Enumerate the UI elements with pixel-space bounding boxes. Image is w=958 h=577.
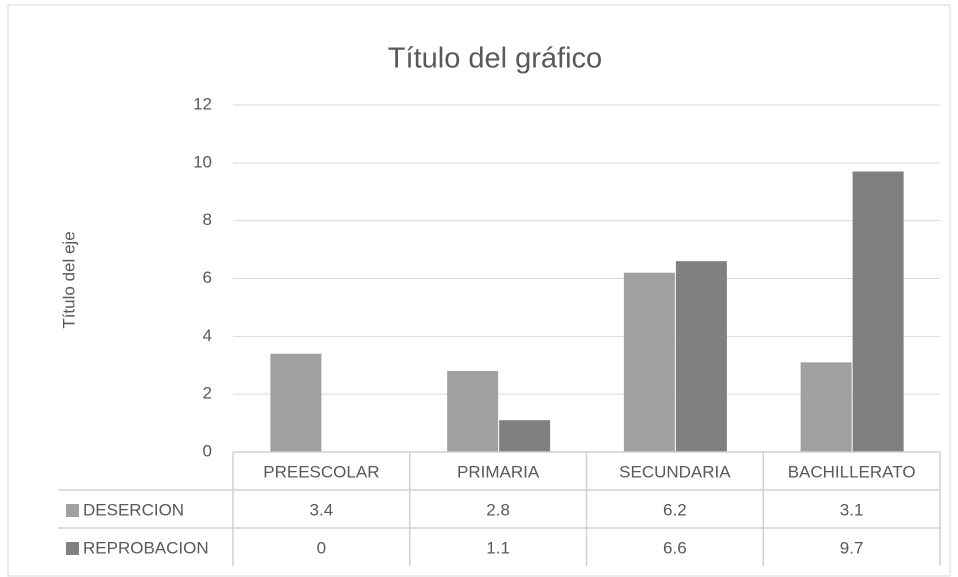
x-tick-label: PRIMARIA: [457, 462, 540, 481]
y-tick-label: 10: [193, 152, 212, 171]
x-tick-label: SECUNDARIA: [619, 462, 731, 481]
y-tick-label: 0: [203, 441, 212, 460]
table-value: 6.2: [663, 500, 687, 519]
chart-title: Título del gráfico: [388, 43, 602, 75]
y-tick-label: 2: [203, 384, 212, 403]
y-tick-label: 12: [193, 94, 212, 113]
y-tick-label: 4: [203, 326, 212, 345]
table-value: 3.1: [840, 500, 864, 519]
bar: [800, 362, 852, 452]
legend-label: DESERCION: [83, 500, 184, 519]
bar: [270, 353, 322, 452]
x-tick-label: PREESCOLAR: [263, 462, 379, 481]
table-value: 9.7: [840, 538, 864, 557]
bar: [499, 420, 551, 452]
y-tick-label: 6: [203, 268, 212, 287]
table-value: 1.1: [486, 538, 510, 557]
table-value: 2.8: [486, 500, 510, 519]
chart-frame: [7, 4, 951, 577]
bar: [852, 171, 904, 452]
legend-key: [66, 542, 79, 555]
table-value: 0: [317, 538, 326, 557]
bar: [623, 272, 675, 452]
x-tick-label: BACHILLERATO: [788, 462, 916, 481]
y-axis-title: Título del eje: [59, 231, 78, 328]
legend-label: REPROBACION: [83, 538, 209, 557]
bar: [675, 261, 727, 452]
table-value: 3.4: [310, 500, 334, 519]
bar: [447, 371, 499, 452]
y-tick-label: 8: [203, 210, 212, 229]
legend-key: [66, 504, 79, 517]
table-value: 6.6: [663, 538, 687, 557]
